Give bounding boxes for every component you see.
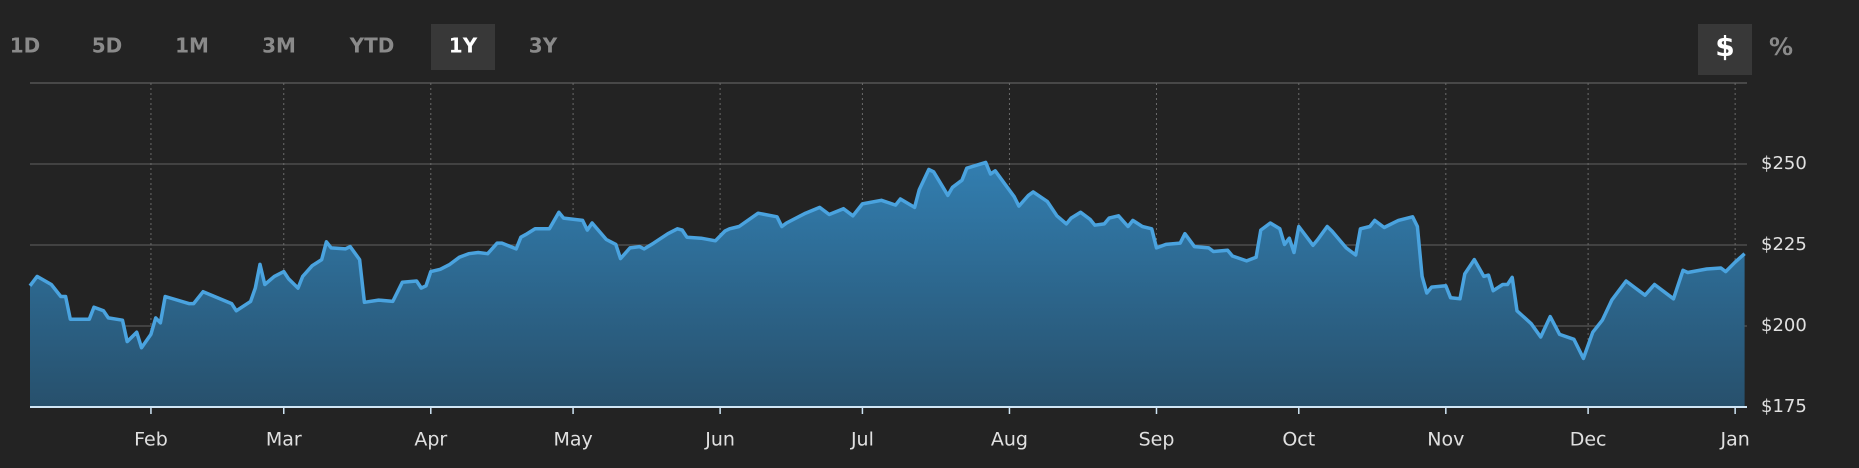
y-tick-label: $175 <box>1761 396 1807 417</box>
range-button[interactable]: YTD <box>349 34 395 58</box>
y-tick-label: $250 <box>1761 153 1807 174</box>
unit-button[interactable]: % <box>1769 33 1793 61</box>
y-tick-label: $200 <box>1761 315 1807 336</box>
x-tick-label: Jun <box>704 429 735 451</box>
range-button[interactable]: 3Y <box>529 34 558 58</box>
unit-button[interactable]: $ <box>1715 30 1734 63</box>
area <box>30 162 1745 407</box>
x-tick-label: Jan <box>1719 429 1749 451</box>
range-button[interactable]: 5D <box>92 34 123 58</box>
x-tick-label: Dec <box>1570 429 1607 451</box>
x-tick-label: Jul <box>850 429 874 451</box>
x-tick-label: Aug <box>991 429 1028 451</box>
y-tick-label: $225 <box>1761 234 1807 255</box>
x-tick-label: Nov <box>1427 429 1464 451</box>
x-tick-label: Sep <box>1139 429 1175 451</box>
range-button-bg <box>431 24 495 70</box>
x-tick-label: Oct <box>1282 429 1315 451</box>
range-button[interactable]: 1D <box>10 34 41 58</box>
range-button[interactable]: 1Y <box>449 34 478 58</box>
range-button[interactable]: 1M <box>175 34 209 58</box>
x-tick-label: May <box>553 429 592 451</box>
x-tick-label: Apr <box>414 429 447 451</box>
x-tick-label: Feb <box>134 429 168 451</box>
line <box>28 160 1746 361</box>
range-button[interactable]: 3M <box>262 34 296 58</box>
x-tick-label: Mar <box>266 429 302 451</box>
unit-button-bg <box>1698 24 1752 75</box>
